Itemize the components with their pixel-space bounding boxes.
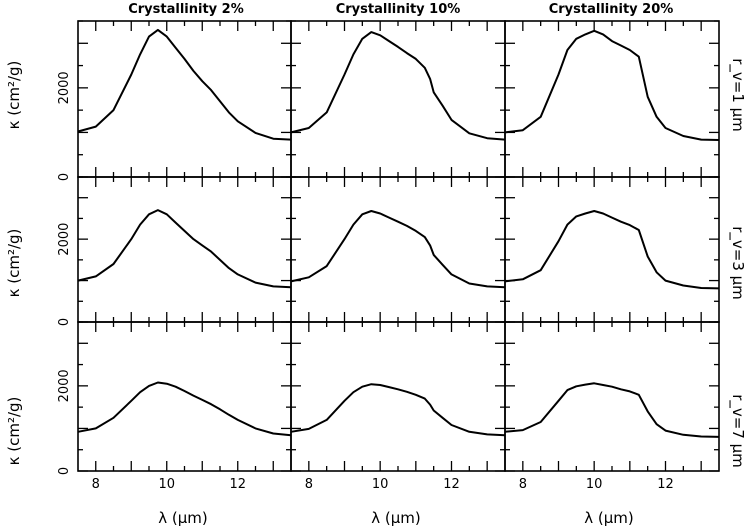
x-tick-label: 10 [586, 477, 603, 492]
panel-frame-r3c2 [290, 321, 506, 472]
x-axis-label-1: λ (μm) [158, 509, 208, 527]
panel-frame-r3c3 [504, 321, 720, 472]
y-tick-label: 2000 [57, 369, 72, 402]
y-tick-label: 2000 [57, 223, 72, 256]
y-axis-label-3: κ (cm²/g) [5, 397, 23, 466]
tick-marks [78, 20, 719, 472]
panel-frame-r2c1 [77, 176, 292, 323]
row-label-3: r_v=7 μm [728, 394, 747, 468]
curves [77, 28, 720, 438]
x-tick-label: 10 [372, 477, 389, 492]
panel-frame-r1c3 [504, 20, 720, 178]
panel-frame-r2c2 [290, 176, 506, 323]
curve-r2c1 [77, 209, 292, 289]
x-tick-label: 8 [92, 477, 100, 492]
curve-r3c3 [504, 382, 720, 438]
y-axis-label-2: κ (cm²/g) [5, 229, 23, 298]
curve-r3c1 [77, 381, 292, 437]
row-label-2: r_v=3 μm [728, 226, 747, 300]
curve-r1c3 [504, 29, 720, 141]
x-axis-label-3: λ (μm) [584, 509, 634, 527]
panel-frames [77, 20, 720, 472]
column-title-1: Crystallinity 2% [128, 2, 244, 17]
panel-frame-r1c2 [290, 20, 506, 178]
curve-r3c2 [290, 383, 506, 437]
x-tick-label: 12 [443, 477, 460, 492]
tick-labels: 0 2000 0 2000 0 2000 8 10 12 8 10 12 8 10 12 [57, 71, 674, 492]
x-tick-label: 12 [229, 477, 246, 492]
curve-r2c3 [504, 210, 720, 290]
panel-frame-r2c3 [504, 176, 720, 323]
y-tick-label: 0 [57, 173, 72, 181]
x-tick-label: 12 [657, 477, 674, 492]
y-tick-label: 0 [57, 318, 72, 326]
y-tick-label: 0 [57, 467, 72, 475]
column-title-2: Crystallinity 10% [336, 2, 461, 17]
y-tick-label: 2000 [57, 71, 72, 104]
curve-r2c2 [290, 210, 506, 289]
panel-frame-r1c1 [77, 20, 292, 178]
x-axis-label-2: λ (μm) [371, 509, 421, 527]
x-tick-label: 10 [158, 477, 175, 492]
curve-r1c2 [290, 31, 506, 141]
row-label-1: r_v=1 μm [728, 58, 747, 132]
curve-r1c1 [77, 28, 292, 141]
y-axis-label-1: κ (cm²/g) [5, 61, 23, 130]
column-title-3: Crystallinity 20% [549, 2, 674, 17]
x-tick-label: 8 [305, 477, 313, 492]
panel-frame-r3c1 [77, 321, 292, 472]
x-tick-label: 8 [519, 477, 527, 492]
